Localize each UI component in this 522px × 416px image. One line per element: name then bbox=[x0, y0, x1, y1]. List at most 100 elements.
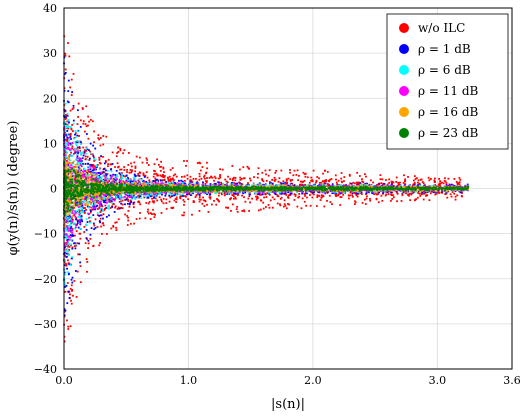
data-point bbox=[180, 179, 183, 182]
data-point bbox=[104, 177, 107, 179]
data-point bbox=[123, 149, 126, 152]
data-point bbox=[348, 197, 350, 200]
data-point bbox=[64, 121, 67, 124]
data-point bbox=[197, 192, 199, 195]
data-point bbox=[92, 144, 95, 147]
data-point bbox=[147, 196, 150, 199]
data-point bbox=[99, 144, 102, 147]
data-point bbox=[227, 191, 230, 194]
data-point bbox=[413, 179, 415, 182]
data-point bbox=[114, 198, 116, 201]
data-point bbox=[345, 184, 347, 187]
data-point bbox=[297, 196, 300, 199]
data-point bbox=[239, 178, 242, 181]
data-point bbox=[149, 195, 152, 198]
data-point bbox=[198, 161, 201, 164]
data-point bbox=[172, 174, 175, 177]
data-point bbox=[337, 193, 340, 196]
data-point bbox=[65, 139, 68, 142]
data-point bbox=[64, 52, 67, 55]
data-point bbox=[183, 211, 186, 214]
data-point bbox=[69, 224, 72, 227]
data-point bbox=[247, 167, 250, 169]
data-point bbox=[262, 183, 265, 186]
data-point bbox=[100, 155, 102, 158]
data-point bbox=[192, 200, 195, 203]
data-point bbox=[116, 162, 119, 165]
data-point bbox=[104, 169, 107, 172]
data-point bbox=[324, 169, 326, 172]
data-point bbox=[169, 168, 172, 171]
data-point bbox=[162, 174, 164, 176]
data-point bbox=[102, 224, 105, 227]
data-point bbox=[154, 179, 157, 182]
data-point bbox=[263, 196, 265, 199]
data-point bbox=[336, 183, 339, 186]
data-point bbox=[235, 208, 238, 211]
data-point bbox=[124, 184, 127, 187]
data-point bbox=[69, 221, 72, 224]
data-point bbox=[67, 125, 70, 128]
data-point bbox=[172, 206, 175, 209]
data-point bbox=[82, 211, 85, 214]
data-point bbox=[91, 172, 94, 175]
data-point bbox=[86, 172, 89, 175]
data-point bbox=[287, 197, 290, 199]
data-point bbox=[126, 168, 128, 171]
data-point bbox=[130, 165, 133, 168]
data-point bbox=[67, 238, 70, 241]
data-point bbox=[120, 206, 122, 209]
data-point bbox=[77, 166, 80, 169]
data-point bbox=[119, 168, 121, 171]
data-point bbox=[109, 207, 112, 209]
data-point bbox=[86, 205, 89, 208]
data-point bbox=[170, 185, 173, 187]
data-point bbox=[198, 200, 201, 203]
data-point bbox=[236, 205, 239, 208]
data-point bbox=[65, 264, 68, 267]
data-point bbox=[293, 193, 296, 196]
data-point bbox=[192, 177, 195, 180]
data-point bbox=[238, 168, 241, 171]
data-point bbox=[68, 162, 71, 164]
data-point bbox=[441, 190, 443, 193]
data-point bbox=[83, 210, 86, 212]
data-point bbox=[198, 196, 201, 198]
data-point bbox=[236, 182, 238, 185]
data-point bbox=[340, 180, 343, 183]
data-point bbox=[126, 224, 129, 226]
data-point bbox=[124, 181, 126, 184]
data-point bbox=[335, 191, 338, 194]
data-point bbox=[65, 234, 68, 237]
data-point bbox=[124, 183, 127, 185]
data-point bbox=[210, 203, 213, 206]
data-point bbox=[218, 192, 221, 194]
data-point bbox=[269, 199, 272, 202]
data-point bbox=[230, 209, 232, 212]
data-point bbox=[390, 180, 393, 183]
data-point bbox=[75, 176, 78, 179]
data-point bbox=[66, 271, 69, 274]
data-point bbox=[404, 180, 407, 183]
data-point bbox=[71, 233, 74, 236]
data-point bbox=[445, 183, 448, 186]
data-point bbox=[86, 148, 89, 151]
data-point bbox=[411, 192, 414, 194]
data-point bbox=[66, 120, 69, 123]
data-point bbox=[74, 270, 77, 272]
data-point bbox=[162, 167, 165, 170]
data-point bbox=[96, 208, 99, 210]
data-point bbox=[73, 245, 76, 248]
data-point bbox=[233, 192, 236, 195]
data-point bbox=[395, 190, 398, 193]
data-point bbox=[343, 176, 346, 178]
data-point bbox=[206, 161, 208, 164]
data-point bbox=[138, 175, 141, 177]
data-point bbox=[87, 170, 89, 173]
data-point bbox=[335, 178, 337, 181]
data-point bbox=[131, 169, 133, 172]
data-point bbox=[69, 133, 72, 136]
data-point bbox=[429, 178, 432, 180]
data-point bbox=[309, 204, 312, 207]
data-point bbox=[120, 202, 123, 205]
